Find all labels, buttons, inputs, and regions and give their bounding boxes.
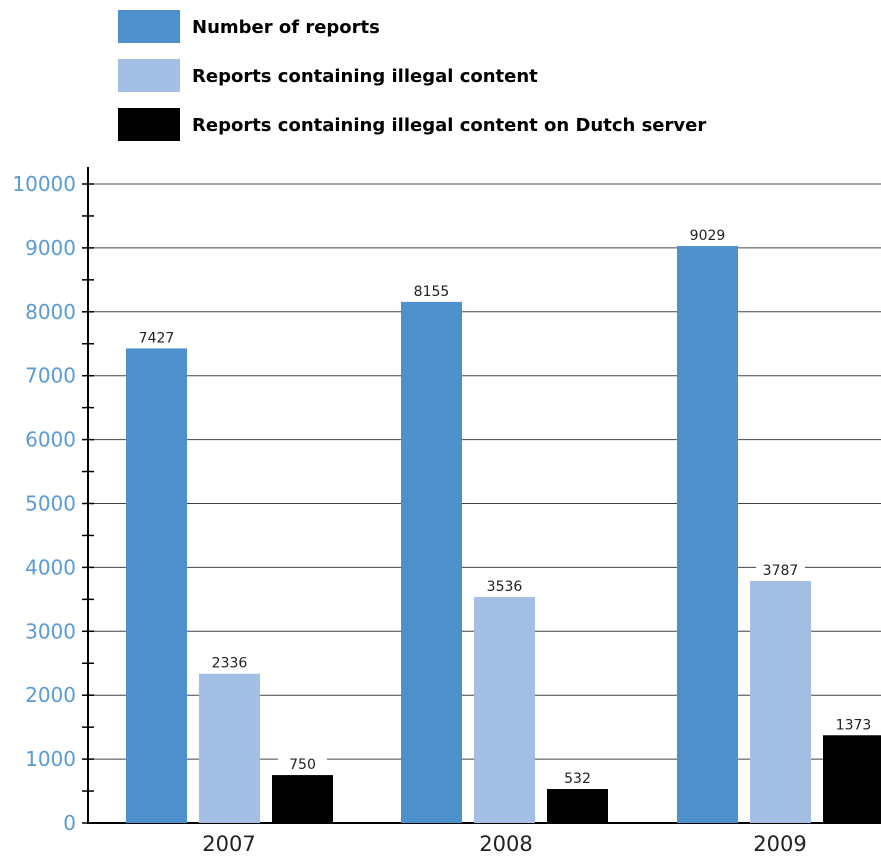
data-label-2008-series-1: 8155 bbox=[414, 284, 450, 300]
legend-swatch-series-1 bbox=[118, 10, 180, 43]
y-tick-label-7000: 7000 bbox=[25, 364, 76, 388]
data-label-background bbox=[553, 769, 602, 788]
y-tick-label-2000: 2000 bbox=[25, 683, 76, 707]
bar-2008-series-2 bbox=[474, 597, 535, 823]
x-tick-label-2007: 2007 bbox=[202, 832, 255, 856]
y-tick-label-10000: 10000 bbox=[12, 172, 76, 196]
y-tick-label-9000: 9000 bbox=[25, 236, 76, 260]
data-label-2007-series-1: 7427 bbox=[139, 330, 175, 346]
x-tick-label-2009: 2009 bbox=[753, 832, 806, 856]
data-label-2009-series-1: 9029 bbox=[690, 228, 726, 244]
legend-label-series-1: Number of reports bbox=[192, 17, 380, 38]
bar-2009-series-2 bbox=[750, 581, 811, 823]
y-tick-label-3000: 3000 bbox=[25, 619, 76, 643]
data-label-background bbox=[829, 715, 878, 734]
bar-2008-series-3 bbox=[547, 789, 608, 823]
data-label-background bbox=[132, 328, 181, 347]
legend-swatch-series-3 bbox=[118, 108, 180, 141]
legend: Number of reports Reports containing ille… bbox=[118, 10, 706, 141]
y-tick-label-0: 0 bbox=[63, 811, 76, 835]
data-label-background bbox=[756, 561, 805, 580]
data-label-2008-series-2: 3536 bbox=[487, 579, 523, 595]
y-tick-label-5000: 5000 bbox=[25, 492, 76, 516]
bar-2008-series-1 bbox=[401, 301, 462, 823]
data-label-2009-series-3: 1373 bbox=[836, 717, 872, 733]
data-label-background bbox=[278, 755, 327, 774]
y-tick-label-8000: 8000 bbox=[25, 300, 76, 324]
data-label-background bbox=[480, 577, 529, 596]
bar-2009-series-1 bbox=[677, 246, 738, 824]
x-tick-label-2008: 2008 bbox=[479, 832, 532, 856]
data-label-2007-series-3: 750 bbox=[289, 757, 316, 773]
y-tick-label-4000: 4000 bbox=[25, 555, 76, 579]
bar-2009-series-3 bbox=[823, 735, 881, 823]
data-label-background bbox=[683, 226, 732, 245]
legend-label-series-3: Reports containing illegal content on Du… bbox=[192, 115, 706, 136]
bar-2007-series-1 bbox=[126, 348, 187, 823]
data-label-background bbox=[407, 281, 456, 300]
data-label-2008-series-3: 532 bbox=[564, 771, 591, 787]
y-axis-ticks: 0 1000 2000 3000 4000 5000 6000 7000 8000 9000 100… bbox=[12, 172, 94, 835]
bar-2007-series-3 bbox=[272, 775, 333, 823]
x-axis-ticks: 2007 2008 2009 bbox=[202, 832, 806, 856]
data-label-background bbox=[205, 653, 254, 672]
bar-2007-series-2 bbox=[199, 673, 260, 823]
y-tick-label-6000: 6000 bbox=[25, 428, 76, 452]
data-label-2007-series-2: 2336 bbox=[212, 656, 248, 672]
data-label-2009-series-2: 3787 bbox=[763, 563, 799, 579]
y-tick-label-1000: 1000 bbox=[25, 747, 76, 771]
bars: 7427 2336 750 8155 3536 532 9029 3787 1373 bbox=[126, 226, 881, 824]
legend-label-series-2: Reports containing illegal content bbox=[192, 66, 538, 87]
legend-swatch-series-2 bbox=[118, 59, 180, 92]
